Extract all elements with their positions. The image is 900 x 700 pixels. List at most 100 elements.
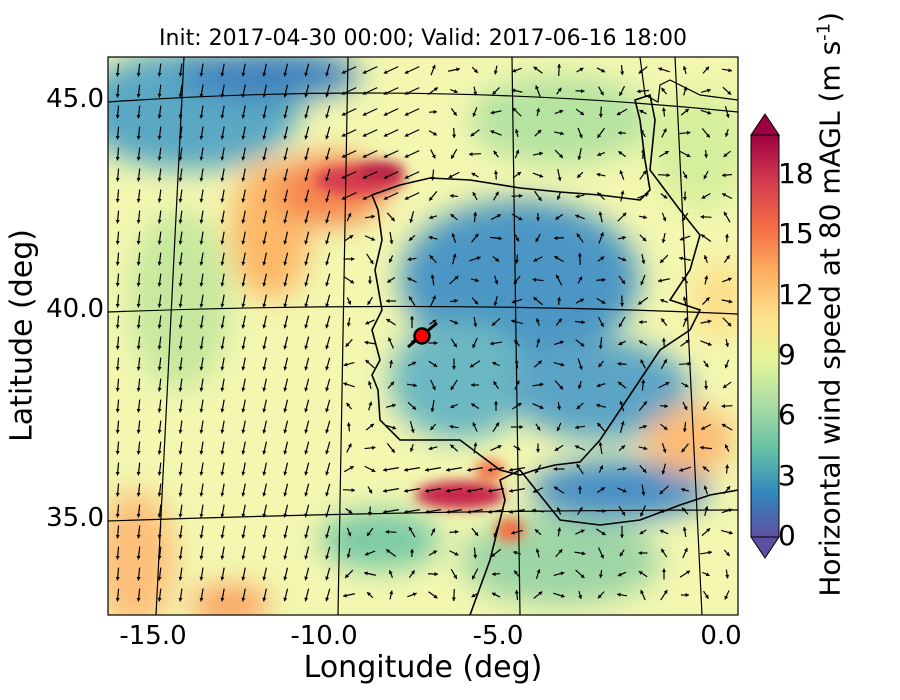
- wind-arrow-head: [558, 318, 562, 323]
- wind-arrow-head: [536, 338, 541, 343]
- wind-arrow-head: [663, 426, 668, 430]
- wind-arrow-head: [448, 174, 453, 179]
- wind-arrow-head: [493, 70, 498, 75]
- wind-arrow-head: [679, 467, 684, 472]
- wind-arrow-head: [178, 387, 183, 392]
- wind-arrow-head: [471, 593, 476, 598]
- wind-arrow-head: [535, 449, 541, 453]
- colorbar-tick-label: 9: [778, 338, 796, 371]
- y-tick-label: 40.0: [46, 294, 104, 324]
- wind-arrow-head: [433, 87, 438, 92]
- wind-arrow-head: [622, 257, 627, 262]
- wind-arrow-head: [559, 109, 564, 114]
- wind-arrow-head: [431, 154, 436, 159]
- wind-arrow-head: [476, 256, 481, 261]
- wind-arrow-head: [136, 156, 141, 161]
- wind-arrow-head: [199, 261, 204, 266]
- wind-arrow-head: [325, 366, 330, 371]
- wind-arrow-head: [325, 555, 330, 560]
- wind-arrow-head: [580, 88, 585, 94]
- wind-arrow-head: [241, 408, 246, 413]
- wind-arrow-head: [325, 261, 330, 266]
- wind-arrow-head: [724, 132, 729, 137]
- wind-arrow-head: [725, 464, 730, 469]
- africa-coastline: [469, 468, 738, 615]
- wind-arrow-head: [371, 445, 376, 450]
- wind-arrow-head: [404, 133, 409, 137]
- wind-arrow-head: [348, 509, 353, 514]
- wind-arrow-head: [728, 68, 732, 73]
- wind-arrow-head: [450, 193, 454, 198]
- wind-arrow-head: [136, 555, 141, 560]
- wind-arrow-head: [136, 492, 141, 497]
- wind-arrow-head: [642, 237, 647, 242]
- wind-arrow-head: [220, 282, 225, 287]
- wind-arrow-head: [492, 572, 496, 577]
- wind-arrow-head: [199, 198, 204, 203]
- wind-arrow-head: [428, 235, 433, 240]
- wind-arrow-head: [581, 320, 585, 325]
- wind-arrow-head: [724, 444, 729, 449]
- wind-arrow-head: [115, 156, 120, 161]
- wind-arrow-head: [704, 506, 709, 511]
- wind-arrow-head: [404, 70, 409, 74]
- wind-arrow-head: [367, 592, 372, 597]
- wind-arrow-head: [136, 135, 141, 140]
- wind-arrow-head: [705, 572, 710, 577]
- wind-arrow-head: [199, 177, 204, 182]
- wind-arrow-head: [220, 387, 225, 392]
- wind-arrow-head: [429, 215, 434, 220]
- wind-arrow-head: [493, 381, 498, 386]
- wind-arrow-head: [220, 345, 225, 350]
- wind-arrow-head: [598, 574, 603, 578]
- wind-arrow-head: [535, 548, 540, 553]
- wind-arrow-head: [364, 571, 368, 576]
- wind-arrow-head: [388, 337, 392, 342]
- wind-arrow-head: [283, 492, 288, 497]
- wind-arrow-head: [346, 322, 351, 327]
- wind-arrow-head: [241, 492, 246, 497]
- france-coastline: [639, 57, 738, 103]
- wind-arrow-head: [638, 571, 643, 575]
- wind-arrow-head: [495, 422, 499, 427]
- wind-arrow-head: [325, 177, 330, 182]
- wind-arrow-head: [557, 177, 562, 181]
- wind-arrow-head: [701, 195, 706, 199]
- wind-arrow-head: [425, 467, 429, 472]
- wind-arrow-head: [388, 258, 393, 263]
- wind-arrow-head: [682, 527, 687, 531]
- wind-arrow-head: [559, 154, 563, 158]
- wind-arrow-head: [157, 72, 162, 77]
- wind-arrow-head: [640, 359, 645, 364]
- wind-arrow-head: [493, 170, 499, 175]
- wind-arrow-head: [513, 550, 518, 555]
- x-tick-label: 0.0: [700, 621, 742, 651]
- wind-arrow-head: [220, 534, 225, 539]
- wind-arrow-head: [658, 278, 662, 283]
- wind-arrow-head: [600, 256, 605, 261]
- wind-arrow-head: [704, 363, 709, 368]
- wind-arrow-head: [136, 513, 141, 518]
- wind-arrow-head: [474, 531, 479, 536]
- wind-arrow-head: [404, 467, 408, 472]
- wind-arrow-head: [598, 442, 603, 446]
- wind-arrow-head: [412, 592, 417, 597]
- wind-arrow-head: [703, 255, 708, 260]
- wind-arrow-head: [557, 64, 562, 68]
- wind-arrow-head: [580, 342, 585, 347]
- wind-arrow-head: [597, 422, 602, 427]
- wind-arrow-head: [304, 576, 309, 581]
- wind-arrow-head: [578, 276, 583, 281]
- wind-arrow-head: [115, 219, 120, 224]
- wind-arrow-head: [262, 72, 267, 77]
- wind-arrow-head: [115, 597, 120, 602]
- wind-arrow-head: [262, 303, 267, 308]
- wind-arrow-head: [577, 253, 582, 257]
- wind-arrow-head: [199, 492, 204, 497]
- wind-arrow-head: [262, 408, 267, 413]
- wind-arrow-head: [535, 217, 541, 221]
- wind-arrow-head: [685, 592, 689, 598]
- wind-arrow-head: [220, 303, 225, 308]
- wind-arrow-head: [643, 215, 647, 220]
- wind-arrow-head: [325, 198, 330, 203]
